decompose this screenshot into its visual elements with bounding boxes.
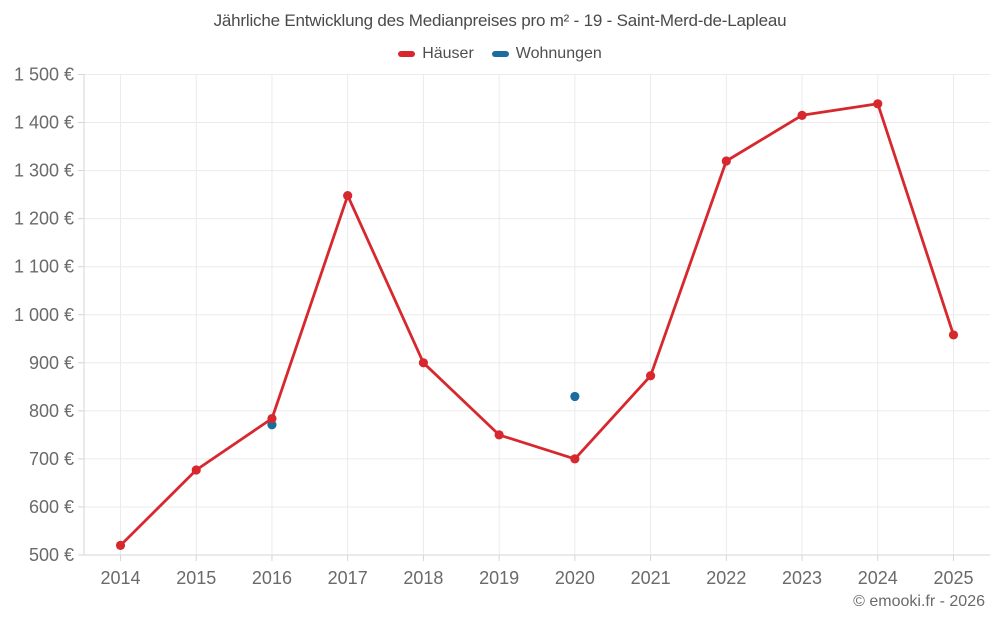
data-point-häuser-2024[interactable]	[873, 99, 883, 109]
y-tick-label: 1 200 €	[14, 209, 74, 229]
x-tick-label: 2015	[176, 568, 216, 588]
data-point-häuser-2023[interactable]	[797, 110, 807, 120]
legend-label-wohnungen: Wohnungen	[515, 45, 602, 62]
y-tick-label: 1 000 €	[14, 305, 74, 325]
data-point-häuser-2016[interactable]	[267, 413, 277, 424]
x-tick-label: 2020	[555, 568, 595, 588]
y-tick-label: 500 €	[29, 545, 74, 565]
y-tick-label: 1 500 €	[14, 65, 74, 85]
y-tick-label: 1 400 €	[14, 113, 74, 133]
data-point-häuser-2021[interactable]	[645, 371, 656, 381]
legend-item-wohnungen[interactable]: Wohnungen	[491, 45, 602, 63]
legend-label-haeuser: Häuser	[422, 45, 474, 62]
x-tick-label: 2021	[631, 568, 671, 588]
x-tick-label: 2022	[706, 568, 746, 588]
data-point-häuser-2017[interactable]	[343, 190, 353, 201]
x-tick-label: 2019	[479, 568, 519, 588]
data-point-häuser-2022[interactable]	[721, 156, 731, 166]
legend-marker-wohnungen	[491, 51, 509, 57]
x-tick-label: 2014	[100, 568, 140, 588]
data-point-wohnungen-2020[interactable]	[570, 391, 580, 402]
data-point-häuser-2025[interactable]	[948, 330, 959, 340]
copyright-text: © emooki.fr - 2026	[853, 593, 985, 610]
legend-marker-haeuser	[398, 51, 416, 57]
y-tick-label: 1 300 €	[14, 161, 74, 181]
chart-title: Jährliche Entwicklung des Medianpreises …	[213, 11, 787, 30]
x-tick-label: 2024	[858, 568, 898, 588]
data-point-häuser-2015[interactable]	[191, 465, 201, 475]
y-tick-label: 900 €	[29, 353, 74, 373]
series-line-häuser	[119, 102, 955, 547]
y-tick-label: 700 €	[29, 449, 74, 469]
x-tick-label: 2016	[252, 568, 292, 588]
x-tick-label: 2017	[328, 568, 368, 588]
x-tick-label: 2018	[403, 568, 443, 588]
data-point-häuser-2020[interactable]	[570, 454, 580, 464]
y-tick-label: 800 €	[29, 401, 74, 421]
legend-item-haeuser[interactable]: Häuser	[398, 45, 474, 63]
data-point-häuser-2019[interactable]	[494, 430, 504, 440]
x-tick-label: 2023	[782, 568, 822, 588]
data-point-häuser-2014[interactable]	[115, 540, 126, 550]
chart-legend: Häuser Wohnungen	[0, 45, 1000, 63]
y-tick-label: 600 €	[29, 497, 74, 517]
x-tick-label: 2025	[933, 568, 973, 588]
data-point-häuser-2018[interactable]	[418, 358, 429, 368]
y-tick-label: 1 100 €	[14, 257, 74, 277]
